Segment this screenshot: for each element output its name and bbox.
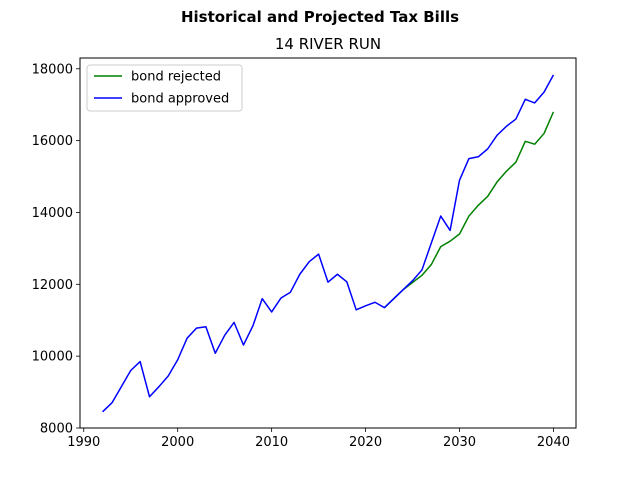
legend-box (86, 64, 243, 112)
x-axis: 1990 2000 2010 2020 2030 2040 (67, 428, 570, 450)
series-line-1 (102, 74, 555, 413)
series-line-0 (383, 111, 555, 309)
y-tick-label-2: 12000 (32, 278, 73, 293)
y-tick-label-5: 18000 (32, 62, 73, 77)
x-tick-label-4: 2030 (443, 435, 476, 450)
y-tick-label-3: 14000 (32, 206, 73, 221)
x-tick-label-5: 2040 (537, 435, 570, 450)
plot-lines (102, 74, 555, 413)
chart-suptitle: Historical and Projected Tax Bills (181, 8, 459, 26)
y-tick-label-0: 8000 (40, 422, 73, 437)
x-tick-label-0: 1990 (67, 435, 100, 450)
x-tick-label-3: 2020 (349, 435, 382, 450)
legend-label-0: bond rejected (131, 70, 221, 85)
y-tick-label-4: 16000 (32, 134, 73, 149)
x-tick-label-2: 2010 (255, 435, 288, 450)
legend: bond rejected bond approved (86, 64, 243, 112)
y-tick-label-1: 10000 (32, 350, 73, 365)
y-axis: 8000 10000 12000 14000 16000 18000 (32, 62, 80, 437)
plot-frame (79, 57, 577, 429)
legend-label-1: bond approved (131, 92, 229, 107)
chart-title: 14 RIVER RUN (275, 35, 381, 53)
x-tick-label-1: 2000 (161, 435, 194, 450)
